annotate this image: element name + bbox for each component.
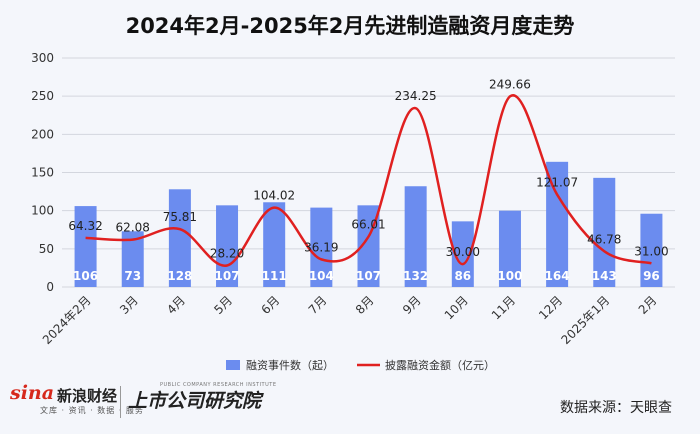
bar xyxy=(498,210,521,287)
line-value-label: 121.07 xyxy=(536,176,578,190)
sina-logo-sub: 文库 · 资讯 · 数据 · 服务 xyxy=(40,406,144,415)
line-value-label: 28.20 xyxy=(210,246,244,260)
bar-value-label: 128 xyxy=(167,269,192,283)
line-value-label: 64.32 xyxy=(68,219,102,233)
bar xyxy=(263,202,286,287)
sina-finance-logo: sina 新浪财经 文库 · 资讯 · 数据 · 服务 PUBLIC COMPA… xyxy=(10,382,310,422)
bar xyxy=(593,177,616,287)
line-value-label: 75.81 xyxy=(163,210,197,224)
y-tick-label: 50 xyxy=(39,242,54,256)
x-tick-label: 9月 xyxy=(400,293,424,317)
y-tick-label: 300 xyxy=(31,51,54,65)
bar xyxy=(216,205,239,287)
y-tick-label: 200 xyxy=(31,127,54,141)
line-value-label: 249.66 xyxy=(489,77,531,91)
bar-value-label: 73 xyxy=(124,269,141,283)
bar xyxy=(404,186,427,287)
x-tick-label: 2024年2月 xyxy=(40,293,94,347)
bar-value-label: 132 xyxy=(403,269,428,283)
bar-value-label: 104 xyxy=(309,269,334,283)
legend-bar-label: 融资事件数（起） xyxy=(246,359,334,372)
y-tick-label: 0 xyxy=(46,280,54,294)
x-tick-label: 4月 xyxy=(164,293,188,317)
y-tick-label: 250 xyxy=(31,89,54,103)
chart-title: 2024年2月-2025年2月先进制造融资月度走势 xyxy=(125,14,575,38)
amount-line xyxy=(85,94,652,267)
y-tick-label: 150 xyxy=(31,166,54,180)
x-tick-label: 8月 xyxy=(353,293,377,317)
bar xyxy=(310,207,333,287)
bar xyxy=(451,221,474,287)
x-tick-label: 5月 xyxy=(211,293,235,317)
line-value-label: 104.02 xyxy=(253,189,295,203)
x-tick-label: 2月 xyxy=(636,293,660,317)
sina-logo-text: sina xyxy=(10,382,55,404)
data-source: 数据来源：天眼查 xyxy=(560,400,672,416)
line-value-label: 36.19 xyxy=(304,240,338,254)
x-tick-label: 11月 xyxy=(489,293,518,322)
sina-logo-cn: 新浪财经 xyxy=(57,387,118,405)
bar-value-label: 164 xyxy=(545,269,570,283)
y-tick-label: 100 xyxy=(31,204,54,218)
legend-line-label: 披露融资金额（亿元） xyxy=(385,358,495,372)
x-tick-label: 3月 xyxy=(117,293,141,317)
institute-en: PUBLIC COMPANY RESEARCH INSTITUTE xyxy=(160,382,277,388)
bar xyxy=(546,161,569,287)
legend-bar-swatch xyxy=(226,360,240,370)
bar-value-label: 143 xyxy=(592,269,617,283)
line-value-label: 62.08 xyxy=(116,221,150,235)
line-value-label: 66.01 xyxy=(351,218,385,232)
x-tick-label: 12月 xyxy=(536,293,565,322)
x-tick-label: 2025年1月 xyxy=(559,293,613,347)
bar xyxy=(74,206,97,287)
line-value-label: 46.78 xyxy=(587,232,621,246)
bar-value-label: 107 xyxy=(215,269,240,283)
bar-value-label: 106 xyxy=(73,269,98,283)
logo-divider xyxy=(120,386,121,418)
bar xyxy=(640,213,663,287)
line-value-label: 234.25 xyxy=(395,89,437,103)
x-tick-label: 10月 xyxy=(442,293,471,322)
bar xyxy=(168,189,191,287)
bar-value-label: 86 xyxy=(454,269,471,283)
bar-value-label: 100 xyxy=(497,269,522,283)
line-value-label: 31.00 xyxy=(634,244,668,258)
bar-value-label: 107 xyxy=(356,269,381,283)
x-tick-label: 6月 xyxy=(259,293,283,317)
x-tick-label: 7月 xyxy=(306,293,330,317)
line-value-label: 30.00 xyxy=(446,245,480,259)
bar-value-label: 111 xyxy=(262,269,287,283)
bar xyxy=(121,231,144,287)
institute-logo: 上市公司研究院 xyxy=(128,390,262,412)
bar-value-label: 96 xyxy=(643,269,660,283)
